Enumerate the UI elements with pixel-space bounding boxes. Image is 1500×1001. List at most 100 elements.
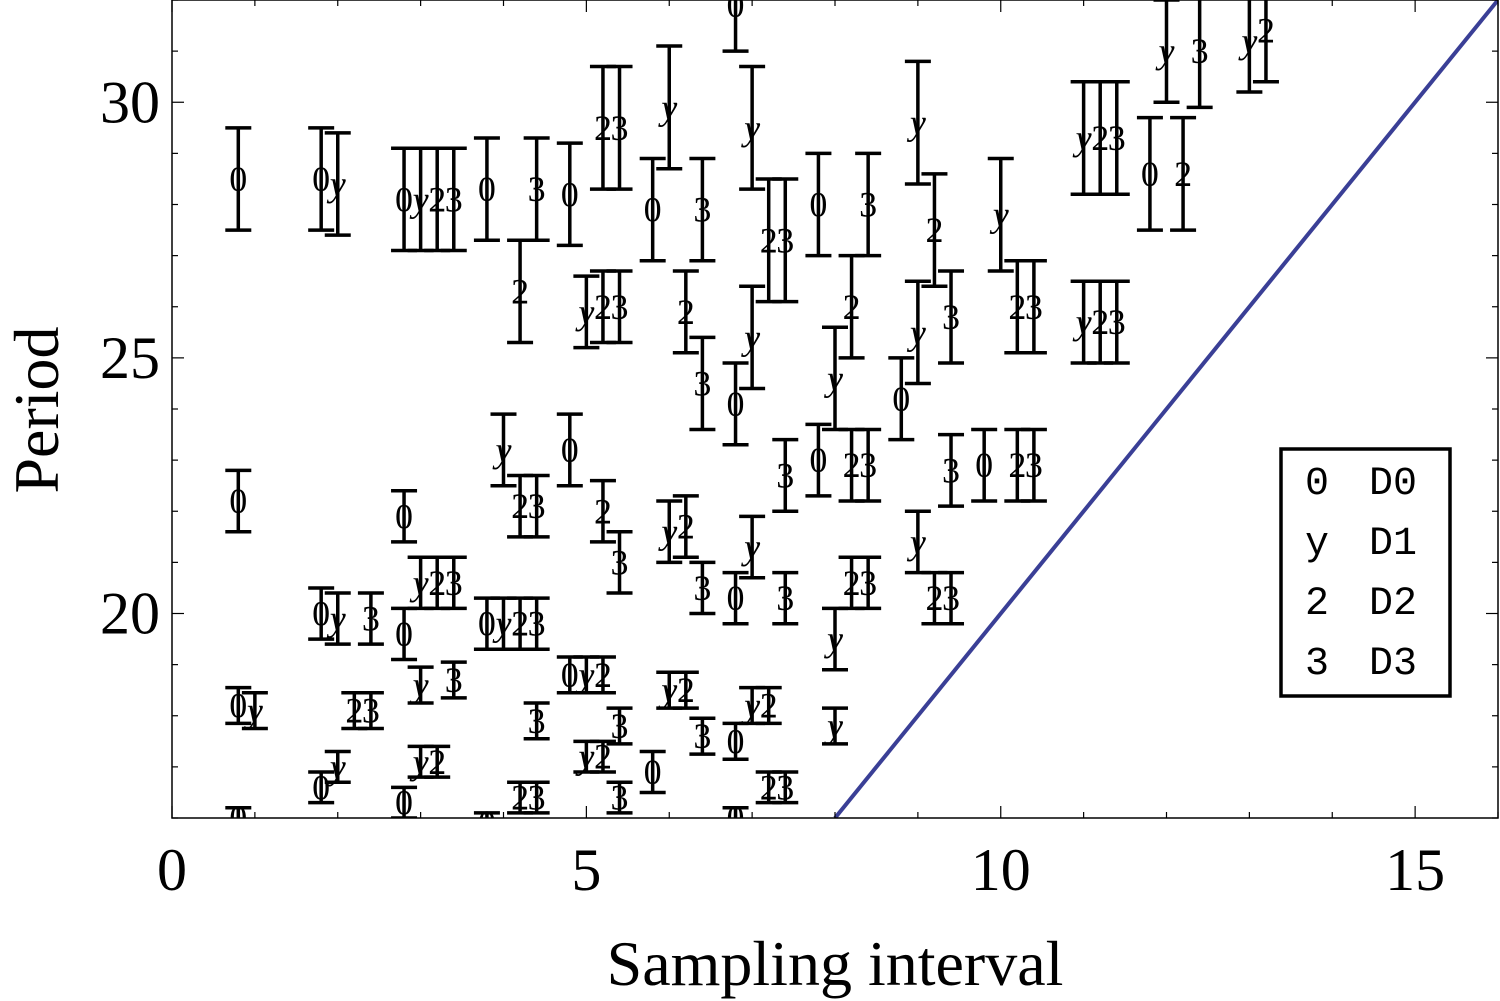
point-symbol: 3 xyxy=(942,450,960,490)
point-symbol: 3 xyxy=(528,169,546,209)
data-point-3: 3 xyxy=(357,591,384,646)
point-symbol: y xyxy=(907,522,926,562)
point-symbol: 3 xyxy=(942,578,960,618)
data-point-y: y xyxy=(241,691,268,731)
data-point-3: 3 xyxy=(606,706,633,746)
point-symbol: 2 xyxy=(925,578,943,618)
point-symbol: 0 xyxy=(229,481,247,521)
point-symbol: y xyxy=(658,512,677,552)
data-point-y: y xyxy=(822,706,848,746)
data-point-3: 3 xyxy=(689,156,716,263)
point-symbol: y xyxy=(907,312,926,352)
point-symbol: 2 xyxy=(594,491,612,531)
point-symbol: 2 xyxy=(843,563,861,603)
data-point-2: 2 xyxy=(755,686,782,726)
data-point-0: 0 xyxy=(722,0,749,53)
point-symbol: 2 xyxy=(428,563,446,603)
data-point-3: 3 xyxy=(772,177,799,304)
data-point-y: y xyxy=(739,284,766,391)
data-point-y: y xyxy=(904,59,931,186)
point-symbol: 0 xyxy=(727,0,745,25)
point-symbol: 3 xyxy=(445,660,463,700)
point-symbol: 0 xyxy=(892,379,910,419)
data-point-3: 3 xyxy=(1186,0,1213,110)
point-symbol: 0 xyxy=(1141,154,1159,194)
legend-label: D0 xyxy=(1369,462,1417,507)
data-point-y: y xyxy=(490,412,517,488)
point-symbol: y xyxy=(1156,31,1175,71)
data-point-0: 0 xyxy=(722,798,749,818)
point-symbol: y xyxy=(741,317,760,357)
point-symbol: y xyxy=(824,706,843,746)
data-point-3: 3 xyxy=(523,136,550,243)
y-tick-label: 25 xyxy=(100,325,160,391)
point-symbol: 3 xyxy=(611,108,629,148)
point-symbol: 3 xyxy=(362,599,380,639)
data-point-3: 3 xyxy=(772,767,799,807)
point-symbol: 2 xyxy=(511,604,529,644)
point-symbol: 0 xyxy=(727,721,745,761)
x-tick-label: 5 xyxy=(571,837,601,903)
data-point-3: 3 xyxy=(689,335,716,432)
point-symbol: 0 xyxy=(561,655,579,695)
point-symbol: 2 xyxy=(345,691,363,731)
data-point-2: 2 xyxy=(672,269,699,355)
point-symbol: 3 xyxy=(611,287,629,327)
point-symbol: 3 xyxy=(1108,302,1126,342)
data-point-0: 0 xyxy=(722,570,749,626)
point-symbol: 0 xyxy=(312,159,330,199)
point-symbol: 2 xyxy=(843,287,861,327)
point-symbol: y xyxy=(575,737,594,777)
legend-symbol: 2 xyxy=(1305,582,1329,627)
data-point-0: 0 xyxy=(473,136,500,243)
data-point-3: 3 xyxy=(606,269,633,345)
reference-line xyxy=(833,0,1498,818)
data-point-0: 0 xyxy=(639,156,666,263)
data-point-2: 2 xyxy=(672,494,699,560)
point-symbol: 3 xyxy=(611,542,629,582)
data-point-y: y xyxy=(407,665,434,705)
point-symbol: 0 xyxy=(395,614,413,654)
legend-box xyxy=(1279,447,1452,698)
point-symbol: 2 xyxy=(511,778,529,818)
data-point-y: y xyxy=(324,747,351,787)
data-point-3: 3 xyxy=(855,427,882,503)
point-symbol: 2 xyxy=(760,686,778,726)
data-point-3: 3 xyxy=(606,529,633,595)
data-point-3: 3 xyxy=(689,560,716,616)
data-point-2: 2 xyxy=(1252,0,1279,84)
point-symbol: 2 xyxy=(1008,445,1026,485)
point-symbol: 2 xyxy=(1091,302,1109,342)
point-symbol: y xyxy=(658,87,677,127)
point-symbol: 0 xyxy=(809,185,827,225)
data-point-3: 3 xyxy=(606,778,633,818)
legend-symbol: 3 xyxy=(1305,642,1329,687)
point-symbol: 3 xyxy=(528,778,546,818)
data-point-0: 0 xyxy=(225,686,252,726)
point-symbol: y xyxy=(493,430,512,470)
data-point-3: 3 xyxy=(772,437,799,513)
legend-symbol: 0 xyxy=(1305,462,1329,507)
data-point-3: 3 xyxy=(523,701,550,741)
point-symbol: y xyxy=(410,665,429,705)
x-tick-label: 0 xyxy=(157,837,187,903)
data-point-0: 0 xyxy=(308,126,335,232)
data-point-y: y xyxy=(324,591,351,646)
data-point-2: 2 xyxy=(838,253,865,360)
data-point-0: 0 xyxy=(308,767,335,807)
point-symbol: 0 xyxy=(727,384,745,424)
data-point-3: 3 xyxy=(440,146,467,253)
data-point-y: y xyxy=(822,606,848,672)
data-point-y: y xyxy=(739,514,766,580)
data-point-2: 2 xyxy=(507,238,534,345)
point-symbol: 0 xyxy=(809,440,827,480)
point-symbol: y xyxy=(907,103,926,143)
point-symbol: 3 xyxy=(693,716,711,756)
data-point-2: 2 xyxy=(1170,115,1197,232)
data-point-3: 3 xyxy=(689,716,716,756)
data-point-3: 3 xyxy=(440,660,467,700)
data-point-y: y xyxy=(1153,0,1180,104)
point-symbol: 3 xyxy=(362,691,380,731)
